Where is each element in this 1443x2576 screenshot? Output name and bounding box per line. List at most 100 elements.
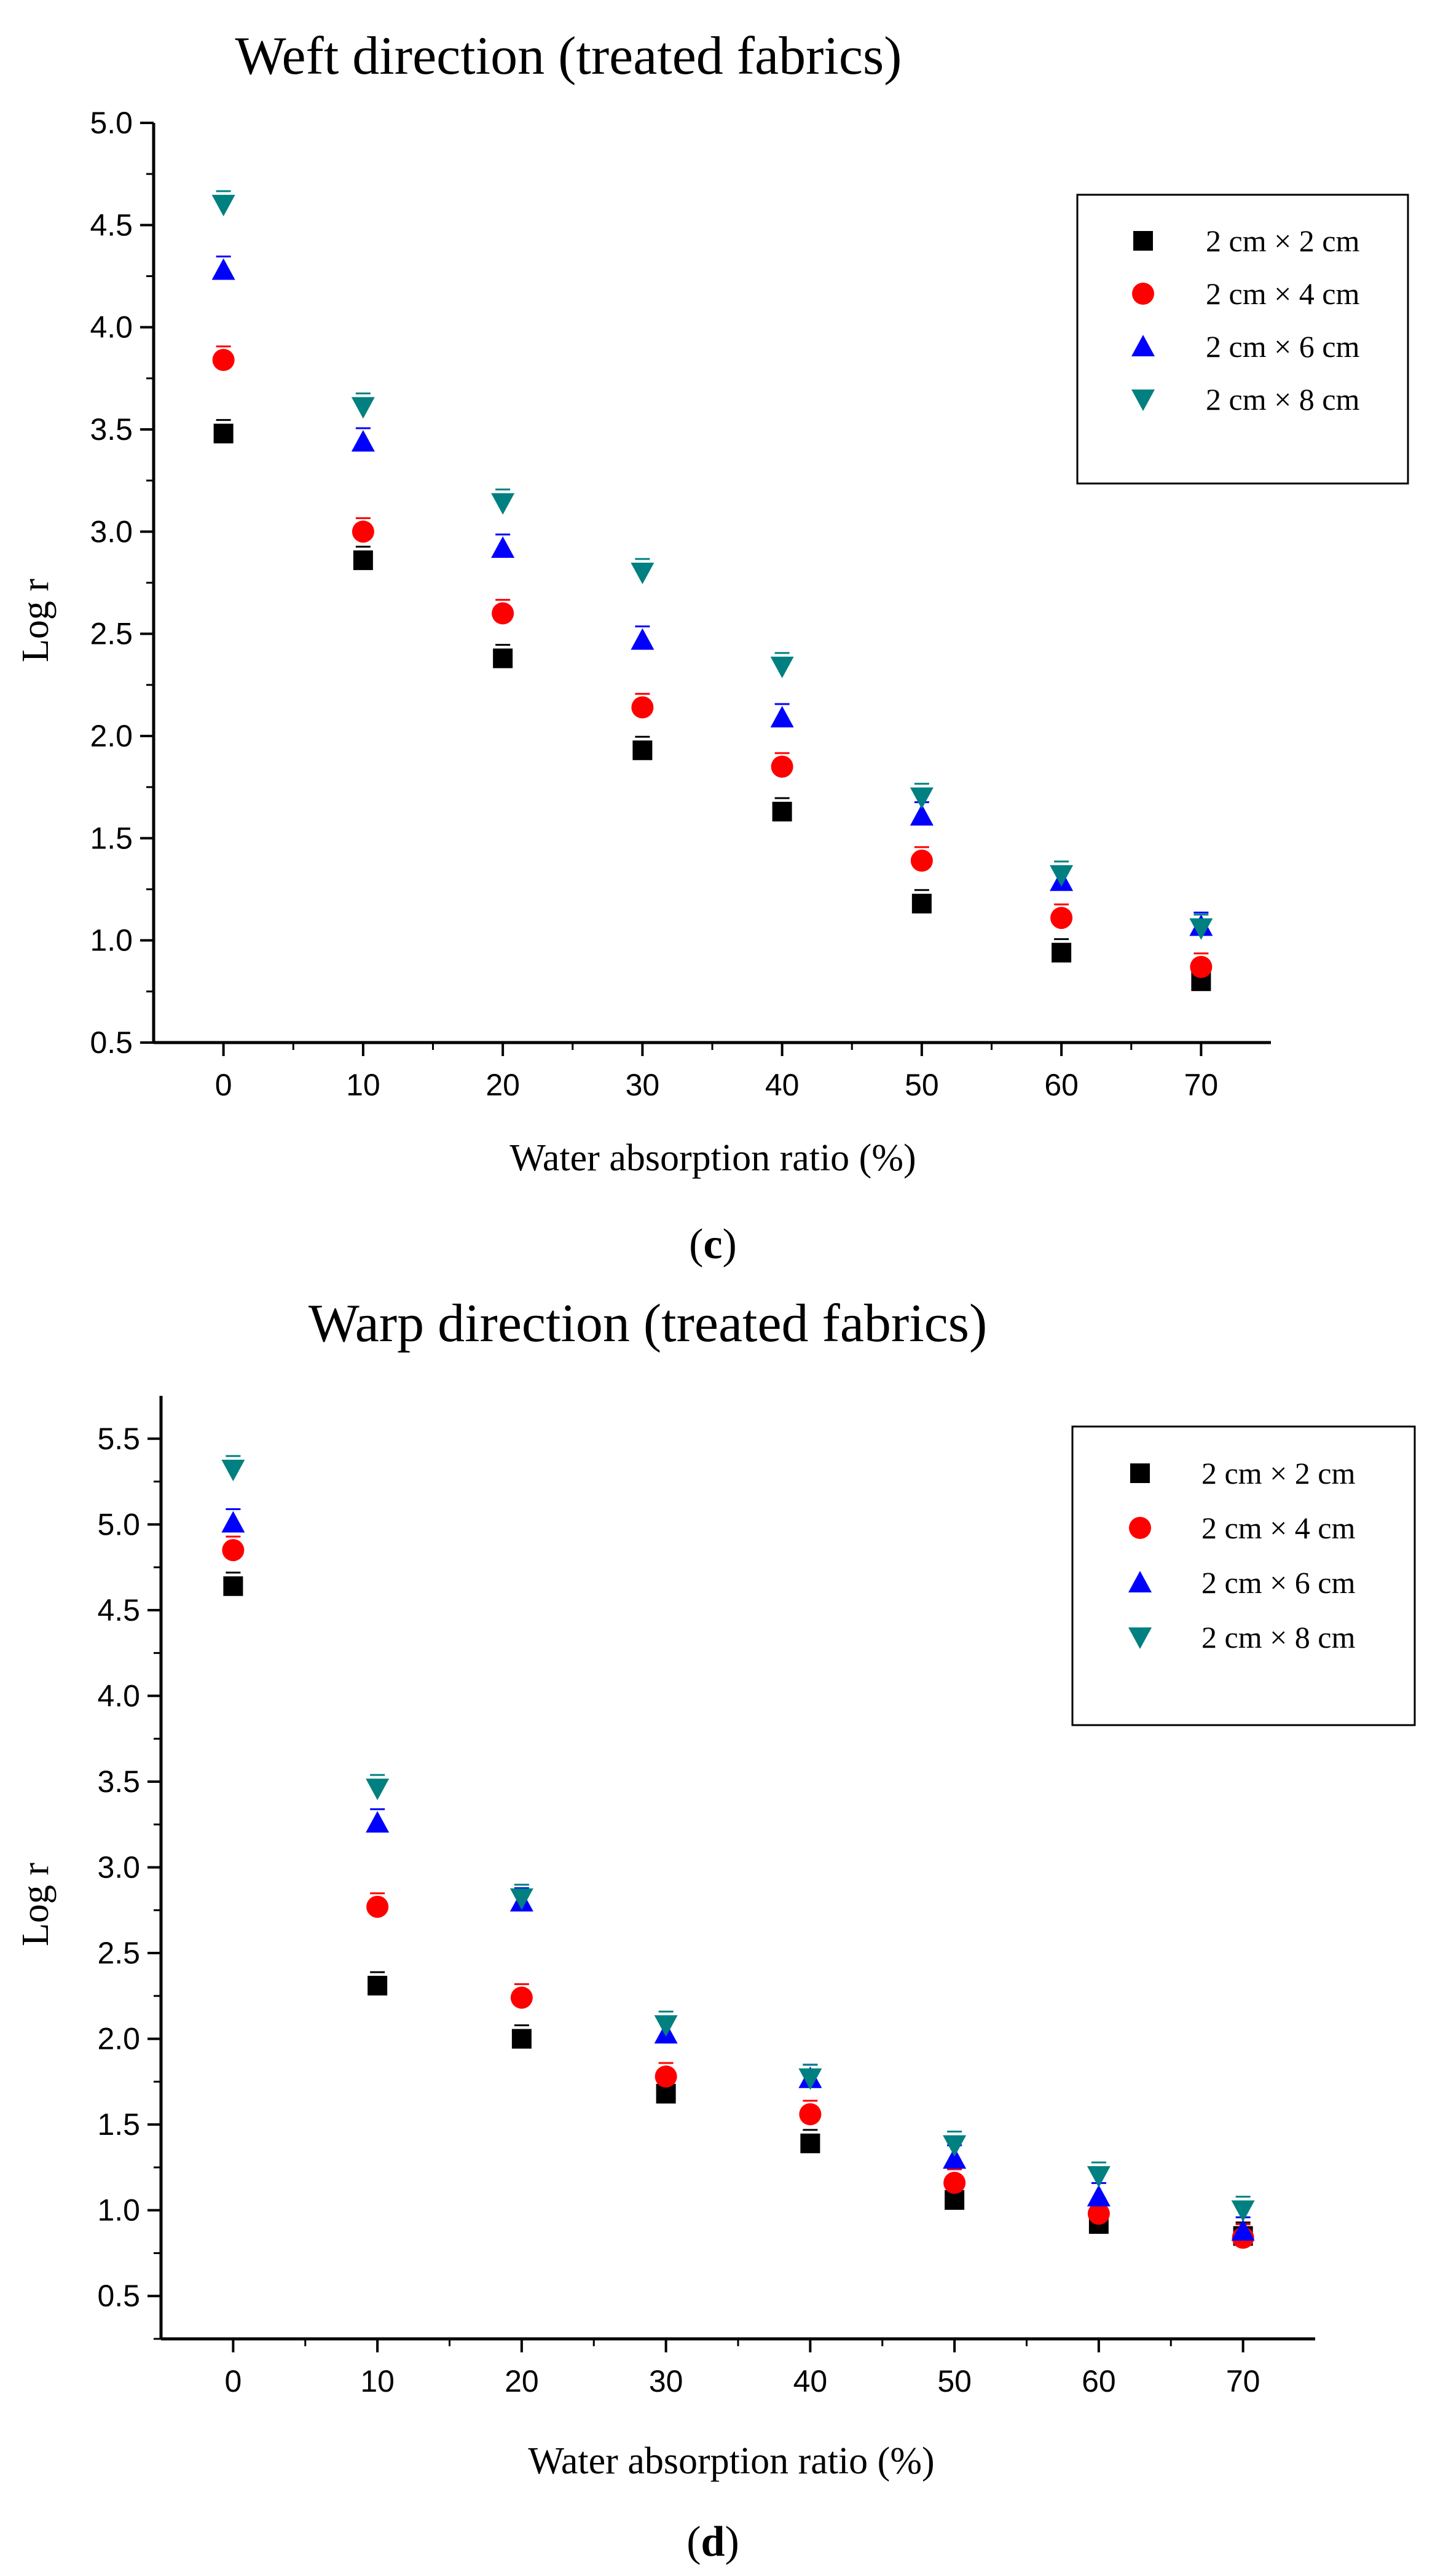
x-axis-label: Water absorption ratio (%) — [509, 1137, 916, 1179]
panel-label-c: (c) — [689, 1221, 737, 1268]
data-point — [800, 2133, 820, 2153]
data-point — [799, 2103, 822, 2126]
legend: 2 cm × 2 cm 2 cm × 4 cm 2 cm × 6 cm 2 cm… — [1071, 1425, 1416, 1726]
data-point — [510, 1986, 533, 2009]
data-point — [910, 849, 933, 872]
x-tick-label: 10 — [346, 1068, 380, 1102]
panel-label-close: ) — [725, 2518, 739, 2566]
y-tick-label: 1.0 — [90, 923, 133, 958]
legend-marker — [1130, 1463, 1150, 1483]
x-tick-label: 70 — [1184, 1068, 1219, 1102]
legend-label: 2 cm × 8 cm — [1201, 1620, 1355, 1654]
y-tick-label: 3.0 — [97, 1850, 140, 1885]
y-tick-label: 5.0 — [90, 106, 133, 140]
data-point — [222, 1539, 245, 1562]
data-point — [1231, 2219, 1255, 2241]
panel-label-close: ) — [723, 1221, 737, 1268]
data-point — [1190, 955, 1213, 978]
data-point — [509, 1888, 533, 1910]
panel-label-letter: d — [701, 2518, 725, 2566]
y-tick-label: 1.5 — [90, 821, 133, 855]
data-point — [943, 2147, 967, 2169]
data-point — [366, 1895, 389, 1918]
legend-label: 2 cm × 8 cm — [1206, 382, 1359, 417]
panel-label-letter: c — [703, 1221, 722, 1268]
data-point — [1050, 865, 1074, 887]
data-point — [631, 562, 655, 584]
legend: 2 cm × 2 cm 2 cm × 4 cm 2 cm × 6 cm 2 cm… — [1076, 194, 1409, 485]
legend-label: 2 cm × 2 cm — [1206, 224, 1359, 258]
data-point — [511, 2029, 532, 2049]
y-tick-labels: 0.5 1.0 1.5 2.0 2.5 3.0 3.5 4.0 4.5 5.0 … — [97, 1422, 140, 2313]
y-tick-labels: 0.5 1.0 1.5 2.0 2.5 3.0 3.5 4.0 4.5 5.0 — [90, 106, 133, 1060]
data-point — [943, 2135, 967, 2157]
data-point — [211, 258, 235, 280]
x-tick-labels: 0 10 20 30 40 50 60 70 — [215, 1068, 1218, 1102]
data-point — [770, 706, 794, 728]
data-point — [213, 423, 234, 444]
y-tick-label: 2.0 — [90, 719, 133, 753]
panel-label-open: ( — [686, 2518, 701, 2566]
chart-title: Warp direction (treated fabrics) — [309, 1294, 988, 1353]
legend-label: 2 cm × 6 cm — [1206, 329, 1359, 364]
data-point — [491, 536, 515, 558]
y-tick-label: 4.0 — [90, 310, 133, 345]
y-tick-label: 4.5 — [97, 1593, 140, 1627]
data-point — [798, 2068, 822, 2090]
y-axis-label: Log r — [15, 579, 57, 662]
legend-label: 2 cm × 4 cm — [1206, 276, 1359, 311]
data-point — [943, 2172, 966, 2194]
x-tick-label: 10 — [360, 2364, 395, 2398]
legend-markers — [1131, 231, 1155, 411]
legend-label: 2 cm × 2 cm — [1201, 1456, 1355, 1490]
y-tick-label: 5.5 — [97, 1422, 140, 1456]
data-point — [368, 1976, 388, 1996]
y-tick-label: 4.5 — [90, 208, 133, 242]
legend-marker — [1131, 335, 1155, 356]
data-point — [212, 348, 235, 371]
data-point — [770, 656, 794, 678]
panel-c-weft: Weft direction (treated fabrics) 0.5 1.0… — [15, 26, 1409, 1268]
data-point — [223, 1576, 243, 1596]
x-tick-label: 70 — [1226, 2364, 1260, 2398]
data-point — [771, 755, 793, 778]
data-point — [1087, 2202, 1110, 2225]
y-tick-label: 0.5 — [97, 2279, 140, 2313]
panel-label-open: ( — [689, 1221, 703, 1268]
legend-box — [1071, 1425, 1416, 1726]
legend-marker — [1133, 231, 1153, 251]
data-point — [654, 2015, 678, 2037]
legend-label: 2 cm × 6 cm — [1201, 1565, 1355, 1600]
x-tick-label: 30 — [649, 2364, 683, 2398]
legend-markers — [1128, 1463, 1152, 1649]
y-tick-label: 1.5 — [97, 2107, 140, 2142]
data-points — [211, 190, 1213, 992]
x-tick-label: 30 — [626, 1068, 660, 1102]
legend-marker — [1132, 283, 1154, 305]
data-point — [351, 429, 375, 452]
legend-label: 2 cm × 4 cm — [1201, 1511, 1355, 1545]
panel-label-d: (d) — [686, 2518, 739, 2566]
data-point — [1189, 918, 1213, 940]
ticks — [147, 1437, 1244, 2352]
y-tick-label: 2.0 — [97, 2022, 140, 2056]
chart-title: Weft direction (treated fabrics) — [235, 26, 902, 86]
y-tick-label: 2.5 — [90, 617, 133, 651]
legend-marker — [1131, 390, 1155, 411]
data-point — [1087, 2185, 1111, 2207]
data-point — [631, 628, 655, 650]
ticks — [140, 122, 1203, 1056]
y-tick-label: 2.5 — [97, 1936, 140, 1970]
data-point — [366, 1811, 390, 1833]
data-point — [910, 804, 934, 826]
x-axis-label: Water absorption ratio (%) — [528, 2440, 934, 2482]
y-tick-label: 4.0 — [97, 1678, 140, 1713]
data-point — [352, 520, 374, 543]
data-point — [632, 740, 653, 761]
data-point — [1052, 942, 1072, 963]
x-tick-label: 40 — [793, 2364, 828, 2398]
x-tick-label: 50 — [905, 1068, 939, 1102]
data-point — [493, 648, 513, 668]
y-tick-label: 3.0 — [90, 514, 133, 549]
